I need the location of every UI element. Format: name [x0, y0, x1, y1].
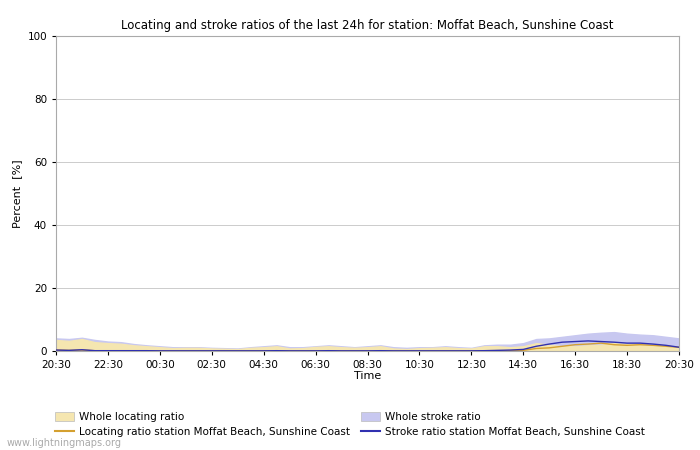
Title: Locating and stroke ratios of the last 24h for station: Moffat Beach, Sunshine C: Locating and stroke ratios of the last 2… [121, 19, 614, 32]
Y-axis label: Percent  [%]: Percent [%] [12, 159, 22, 228]
X-axis label: Time: Time [354, 371, 381, 382]
Text: www.lightningmaps.org: www.lightningmaps.org [7, 438, 122, 448]
Legend: Whole locating ratio, Locating ratio station Moffat Beach, Sunshine Coast, Whole: Whole locating ratio, Locating ratio sta… [52, 409, 648, 440]
